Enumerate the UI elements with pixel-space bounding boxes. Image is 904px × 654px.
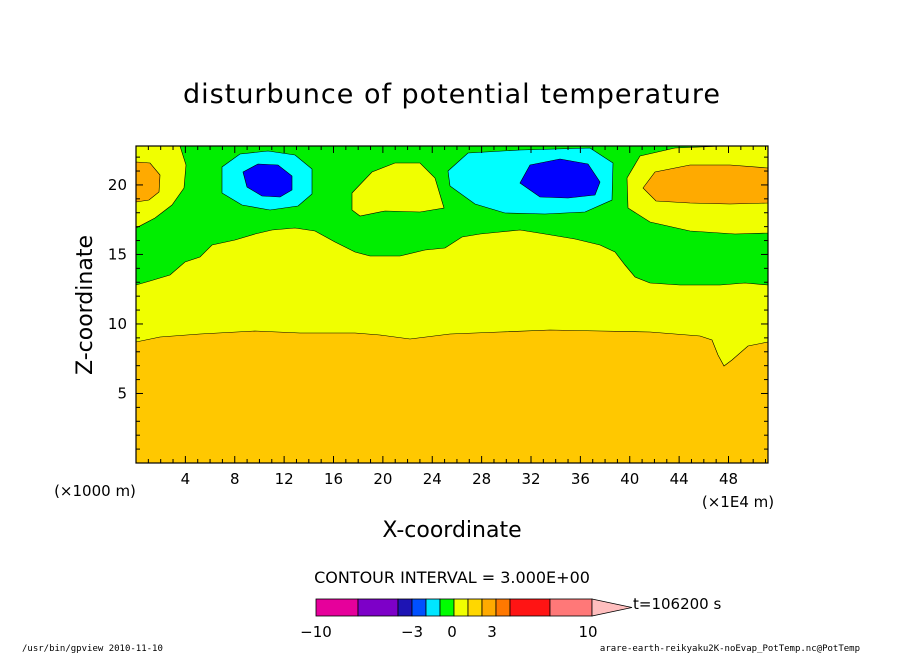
x-tick-label: 40 <box>620 470 639 488</box>
footer-left: /usr/bin/gpview 2010-11-10 <box>22 644 163 654</box>
colorbar-segment <box>439 598 455 617</box>
high-c-orange <box>642 164 768 205</box>
x-tick-labels: 4 8 12 16 20 24 28 32 36 40 44 48 <box>181 470 738 488</box>
x-tick-label: 4 <box>181 470 191 488</box>
chart-title: disturbunce of potential temperature <box>183 79 721 110</box>
colorbar-label: −3 <box>401 623 423 641</box>
x-tick-label: 28 <box>472 470 491 488</box>
colorbar-label: 10 <box>578 623 597 641</box>
x-axis-ticks <box>147 146 767 463</box>
y-tick-label: 20 <box>108 176 127 194</box>
colorbar-segment <box>357 598 399 617</box>
low-a-blue <box>242 163 293 198</box>
x-tick-label: 36 <box>571 470 590 488</box>
colorbar-segment <box>549 598 593 617</box>
colorbar-segment <box>453 598 469 617</box>
high-left-orange <box>136 161 161 203</box>
x-axis-label: X-coordinate <box>382 518 521 543</box>
colorbar-segment <box>425 598 441 617</box>
band-orange <box>136 330 768 463</box>
colorbar-segment <box>467 598 483 617</box>
x-tick-label: 12 <box>275 470 294 488</box>
colorbar-segment <box>411 598 427 617</box>
footer-right: arare-earth-reikyaku2K-noEvap_PotTemp.nc… <box>600 644 860 654</box>
y-tick-labels: 5 10 15 20 <box>108 176 127 403</box>
low-b-blue <box>519 158 601 199</box>
x-tick-label: 32 <box>521 470 540 488</box>
x-unit-label: (×1E4 m) <box>702 493 774 511</box>
x-tick-label: 16 <box>324 470 343 488</box>
colorbar-label: −10 <box>300 623 332 641</box>
y-tick-label: 15 <box>108 245 127 263</box>
y-tick-label: 10 <box>108 315 127 333</box>
colorbar-segment <box>315 598 359 617</box>
x-tick-label: 20 <box>373 470 392 488</box>
colorbar-segment <box>509 598 551 617</box>
colorbar-labels: −10 −3 0 3 10 <box>300 623 597 641</box>
colorbar-label: 0 <box>447 623 457 641</box>
x-tick-label: 48 <box>719 470 738 488</box>
colorbar-segment <box>481 598 497 617</box>
high-b-yellow <box>351 162 445 217</box>
contour-field <box>136 146 768 463</box>
plot-frame <box>135 145 769 464</box>
y-tick-label: 5 <box>117 384 127 402</box>
colorbar-label: 3 <box>487 623 497 641</box>
colorbar-segment <box>495 598 511 617</box>
y-axis-ticks <box>136 156 768 450</box>
x-tick-label: 8 <box>230 470 240 488</box>
colorbar <box>315 598 633 617</box>
x-tick-label: 44 <box>670 470 689 488</box>
time-label: t=106200 s <box>633 595 721 613</box>
y-axis-label: Z-coordinate <box>73 235 98 375</box>
colorbar-arrow <box>591 598 633 617</box>
colorbar-segment <box>397 598 413 617</box>
x-tick-label: 24 <box>423 470 442 488</box>
y-unit-label: (×1000 m) <box>54 482 136 500</box>
contour-interval-label: CONTOUR INTERVAL = 3.000E+00 <box>314 568 590 587</box>
